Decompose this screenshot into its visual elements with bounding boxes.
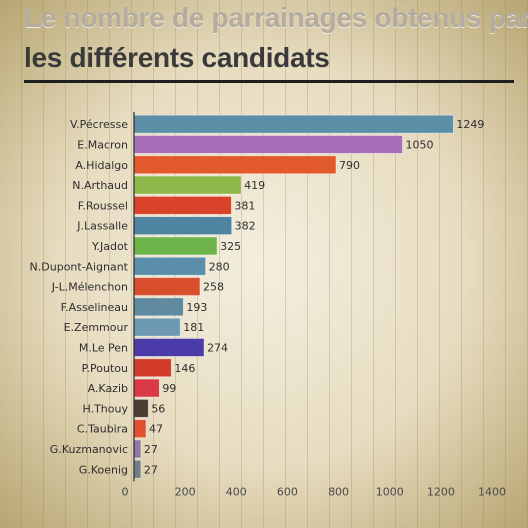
x-tick-label: 1200 <box>427 485 455 498</box>
value-label: 1050 <box>406 138 434 151</box>
value-label: 274 <box>207 341 228 354</box>
x-tick-label: 200 <box>175 485 196 498</box>
x-tick-label: 400 <box>226 485 247 498</box>
bar <box>133 317 181 337</box>
category-label: N.Dupont-Aignant <box>30 260 129 273</box>
category-label: Y.Jadot <box>91 240 129 253</box>
chart-title-line-2: les différents candidats <box>24 42 330 73</box>
category-label: G.Kuzmanovic <box>50 443 128 456</box>
bar <box>133 398 149 418</box>
bar <box>133 135 403 154</box>
bar <box>133 114 454 134</box>
category-label: E.Zemmour <box>64 321 129 334</box>
value-label: 146 <box>174 362 195 375</box>
bar <box>133 459 142 479</box>
category-label: N.Arthaud <box>72 179 128 192</box>
category-label: J-L.Mélenchon <box>51 281 128 294</box>
bar <box>133 297 184 317</box>
x-tick-label: 0 <box>122 485 129 498</box>
bar <box>133 358 172 378</box>
x-tick-label: 600 <box>277 485 298 498</box>
bar <box>133 216 233 236</box>
title-underline <box>24 80 514 83</box>
x-tick-label: 1400 <box>478 485 506 498</box>
category-label: A.Hidalgo <box>75 159 128 172</box>
category-label: V.Pécresse <box>70 118 128 131</box>
chart-title-line-1: Le nombre de parrainages obtenus par <box>24 2 528 33</box>
value-label: 258 <box>203 281 224 294</box>
bar <box>133 175 242 195</box>
x-tick-label: 800 <box>328 485 349 498</box>
bar <box>133 277 201 296</box>
value-label: 280 <box>209 260 230 273</box>
category-label: J.Lassalle <box>76 220 128 233</box>
bar <box>133 338 205 357</box>
category-label: P.Poutou <box>82 362 128 375</box>
value-label: 181 <box>183 321 204 334</box>
category-label: C.Taubira <box>77 423 128 436</box>
value-label: 1249 <box>456 118 484 131</box>
value-label: 99 <box>162 382 176 395</box>
value-label: 419 <box>244 179 265 192</box>
bar <box>133 236 218 256</box>
value-label: 27 <box>144 443 158 456</box>
category-label: H.Thouy <box>83 402 129 415</box>
value-label: 27 <box>144 463 158 476</box>
value-label: 193 <box>186 301 207 314</box>
category-label: G.Koenig <box>79 463 128 476</box>
value-label: 381 <box>234 199 255 212</box>
value-label: 382 <box>235 220 256 233</box>
bar <box>133 155 337 175</box>
bar <box>133 378 160 398</box>
category-label: M.Le Pen <box>79 341 128 354</box>
x-tick-label: 1000 <box>376 485 404 498</box>
bar <box>133 195 232 215</box>
category-label: F.Roussel <box>78 199 128 212</box>
value-label: 47 <box>149 423 163 436</box>
category-label: E.Macron <box>77 138 128 151</box>
value-label: 790 <box>339 159 360 172</box>
bar <box>133 256 206 276</box>
bar <box>133 419 147 439</box>
value-label: 56 <box>151 402 165 415</box>
category-label: A.Kazib <box>88 382 128 395</box>
category-label: F.Asselineau <box>61 301 128 314</box>
value-label: 325 <box>220 240 241 253</box>
bar <box>133 439 142 459</box>
